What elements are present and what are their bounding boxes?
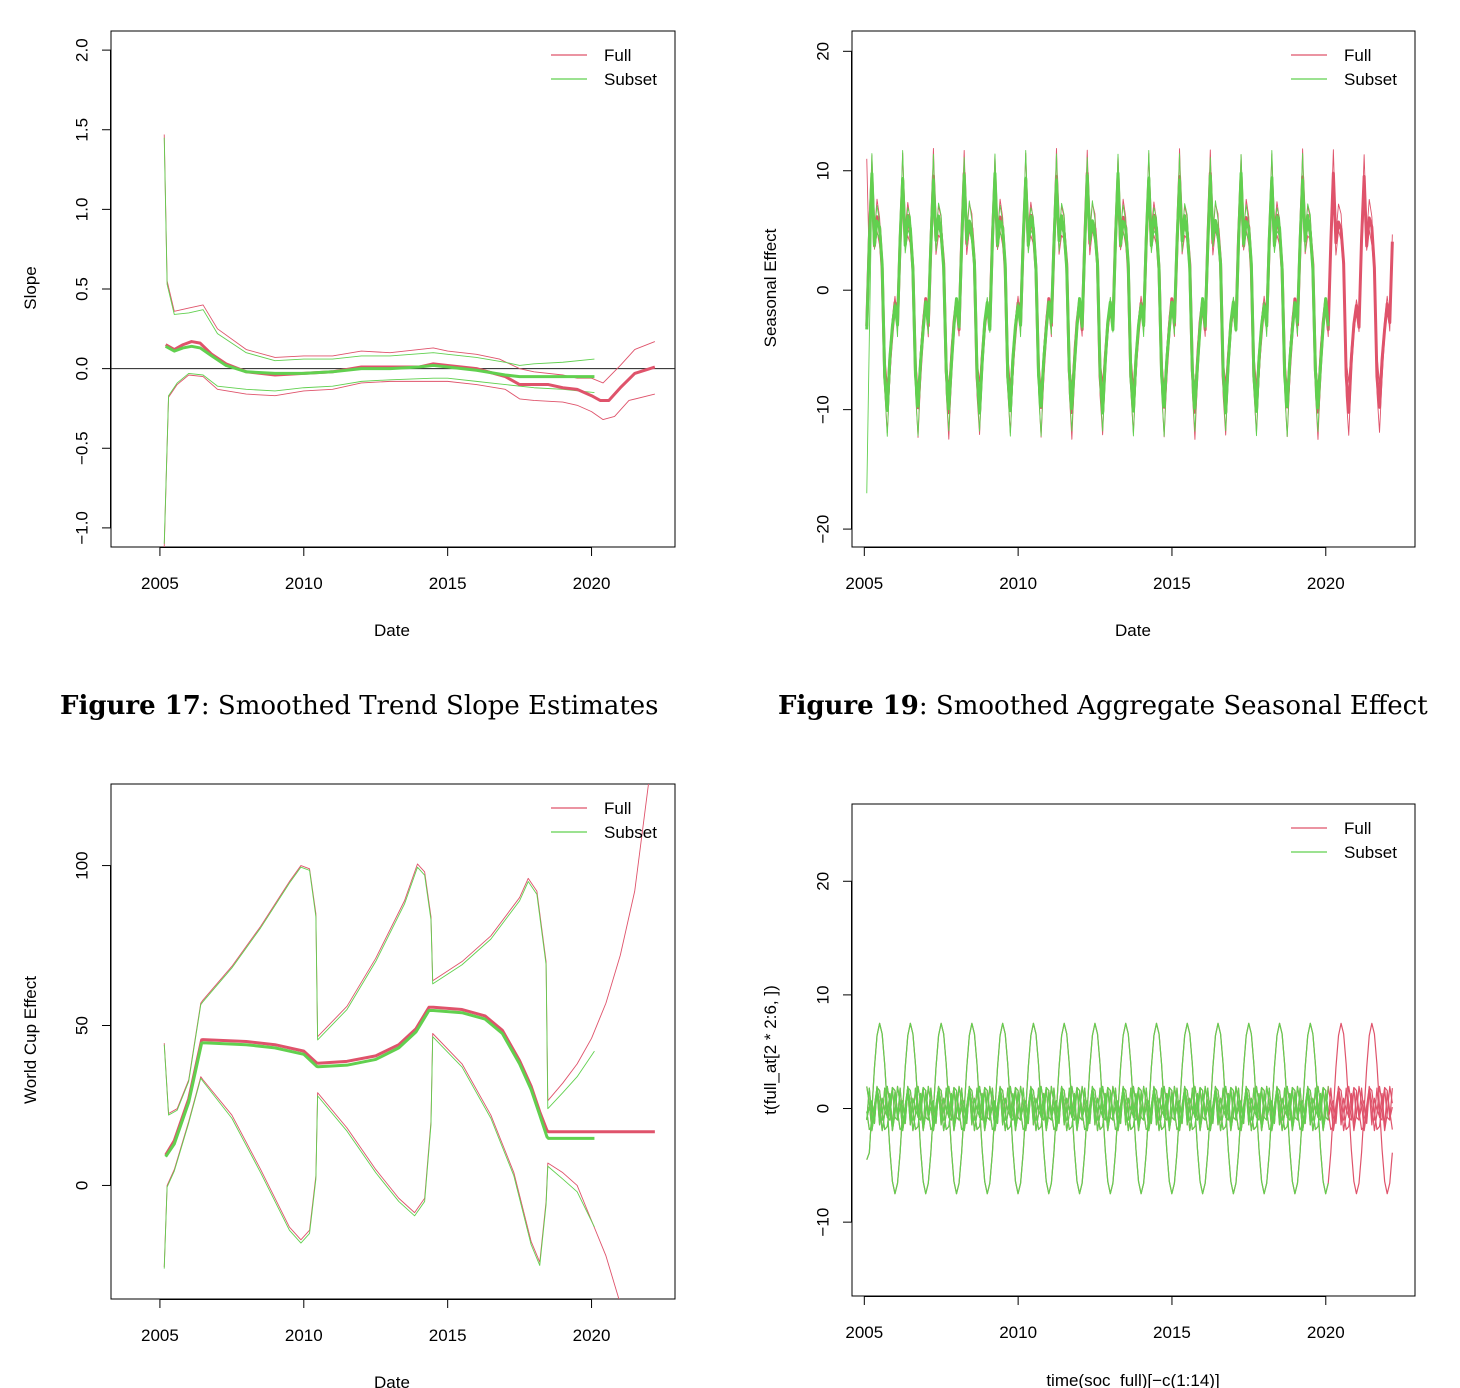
- y-tick-label: −1.0: [72, 511, 91, 545]
- y-tick-label: 100: [72, 851, 91, 879]
- y-tick-label: −10: [813, 1208, 832, 1237]
- series-subset-harmonic-1: [866, 1022, 1329, 1195]
- y-tick-label: 0: [813, 285, 832, 294]
- seasonal-chart: 2005 2010 2015 2020 −20 −10 0 10 20 Full Subset: [813, 30, 1416, 593]
- slope-y-axis-title: Slope: [21, 266, 40, 309]
- plot-frame: [110, 30, 676, 548]
- x-tick-label: 2010: [285, 1326, 323, 1345]
- legend: Full Subset: [551, 799, 657, 842]
- x-tick-label: 2020: [1307, 1323, 1345, 1342]
- harmonics-x-axis-title: time(soc_full)[−c(1:14)]: [1046, 1371, 1219, 1388]
- series-subset-harmonic-5: [866, 1089, 1329, 1128]
- y-tick-label: −20: [813, 515, 832, 544]
- legend: Full Subset: [1291, 46, 1397, 89]
- x-tick-label: 2020: [573, 574, 611, 593]
- series-full-mean: [164, 1005, 655, 1156]
- series-subset-upper: [163, 866, 595, 1116]
- x-tick-label: 2020: [1307, 574, 1345, 593]
- x-tick-label: 2005: [845, 574, 883, 593]
- plot-frame: [110, 783, 676, 1300]
- y-tick-label: 0: [813, 1104, 832, 1113]
- y-tick-label: 1.5: [72, 118, 91, 142]
- world-cup-chart: 2005 2010 2015 2020 0 50 100 Full Subset: [72, 783, 676, 1345]
- seasonal-y-axis-title: Seasonal Effect: [761, 228, 780, 347]
- x-axis: 2005 2010 2015 2020: [845, 547, 1345, 593]
- plot-frame: [851, 803, 1416, 1297]
- series-full-lower: [163, 1033, 620, 1299]
- figure-19-caption: Figure 19: Smoothed Aggregate Seasonal E…: [778, 691, 1428, 721]
- y-tick-label: 20: [813, 42, 832, 61]
- legend-label-full: Full: [604, 799, 631, 818]
- y-tick-label: 0.5: [72, 277, 91, 301]
- y-tick-label: 50: [72, 1016, 91, 1035]
- legend-label-subset: Subset: [604, 823, 657, 842]
- x-tick-label: 2015: [429, 574, 467, 593]
- x-tick-label: 2010: [285, 574, 323, 593]
- plot-area: [111, 134, 675, 547]
- x-tick-label: 2005: [141, 1326, 179, 1345]
- y-tick-label: 2.0: [72, 38, 91, 62]
- y-tick-label: −10: [813, 395, 832, 424]
- plot-area: [866, 1022, 1393, 1195]
- series-full-lower: [163, 374, 655, 547]
- legend-label-full: Full: [604, 46, 631, 65]
- series-subset-upper: [163, 137, 595, 366]
- x-tick-label: 2010: [999, 574, 1037, 593]
- y-axis: −10 0 10 20: [813, 872, 852, 1237]
- x-axis: 2005 2010 2015 2020: [141, 1299, 610, 1345]
- y-axis: −20 −10 0 10 20: [813, 42, 852, 544]
- x-tick-label: 2005: [141, 574, 179, 593]
- figure-19-text: : Smoothed Aggregate Seasonal Effect: [919, 691, 1428, 721]
- y-tick-label: 0.0: [72, 357, 91, 381]
- legend-label-subset: Subset: [1344, 843, 1397, 862]
- series-subset-harmonic-4: [866, 1087, 1329, 1121]
- series-full-mean: [164, 340, 656, 402]
- y-tick-label: 1.0: [72, 198, 91, 222]
- y-tick-label: −0.5: [72, 431, 91, 465]
- x-tick-label: 2015: [1153, 574, 1191, 593]
- figure-17-text: : Smoothed Trend Slope Estimates: [201, 691, 659, 721]
- plot-area: [865, 147, 1394, 494]
- series-subset-harmonic-3: [866, 1085, 1329, 1132]
- x-tick-label: 2010: [999, 1323, 1037, 1342]
- x-axis: 2005 2010 2015 2020: [845, 1296, 1345, 1342]
- harmonics-chart: 2005 2010 2015 2020 −10 0 10 20 Full Subset: [813, 803, 1416, 1342]
- legend-label-full: Full: [1344, 819, 1371, 838]
- harmonics-y-axis-title: t(full_at[2 * 2:6, ]): [761, 985, 780, 1114]
- series-subset-lower: [163, 1036, 595, 1269]
- y-axis: −1.0 −0.5 0.0 0.5 1.0 1.5 2.0: [72, 38, 111, 545]
- seasonal-x-axis-title: Date: [1115, 621, 1151, 640]
- slope-chart: 2005 2010 2015 2020 −1.0 −0.5 0.0 0.5 1.0 1.5 2.0 F…: [72, 30, 676, 593]
- legend: Full Subset: [551, 46, 657, 89]
- figure-17-caption: Figure 17: Smoothed Trend Slope Estimate…: [60, 691, 659, 721]
- y-tick-label: 10: [813, 161, 832, 180]
- legend: Full Subset: [1291, 819, 1397, 862]
- x-tick-label: 2020: [573, 1326, 611, 1345]
- x-tick-label: 2015: [429, 1326, 467, 1345]
- legend-label-subset: Subset: [1344, 70, 1397, 89]
- series-subset-mean: [865, 171, 1330, 415]
- legend-label-subset: Subset: [604, 70, 657, 89]
- y-axis: 0 50 100: [72, 851, 111, 1190]
- series-full-upper: [163, 134, 656, 384]
- world-cup-y-axis-title: World Cup Effect: [21, 976, 40, 1104]
- series-subset-mean: [164, 1008, 595, 1158]
- figure-19-label: Figure 19: [778, 691, 919, 721]
- y-tick-label: 10: [813, 985, 832, 1004]
- y-tick-label: 0: [72, 1181, 91, 1190]
- figure-17-label: Figure 17: [60, 691, 201, 721]
- series-subset-harmonic-2: [866, 1086, 1329, 1131]
- world-cup-x-axis-title: Date: [374, 1373, 410, 1388]
- y-tick-label: 20: [813, 872, 832, 891]
- legend-label-full: Full: [1344, 46, 1371, 65]
- series-subset-mean: [164, 344, 595, 379]
- series-full-upper: [163, 784, 649, 1114]
- slope-x-axis-title: Date: [374, 621, 410, 640]
- x-axis: 2005 2010 2015 2020: [141, 547, 610, 593]
- plot-area: [163, 784, 655, 1299]
- x-tick-label: 2005: [845, 1323, 883, 1342]
- series-subset-lower: [163, 372, 595, 544]
- x-tick-label: 2015: [1153, 1323, 1191, 1342]
